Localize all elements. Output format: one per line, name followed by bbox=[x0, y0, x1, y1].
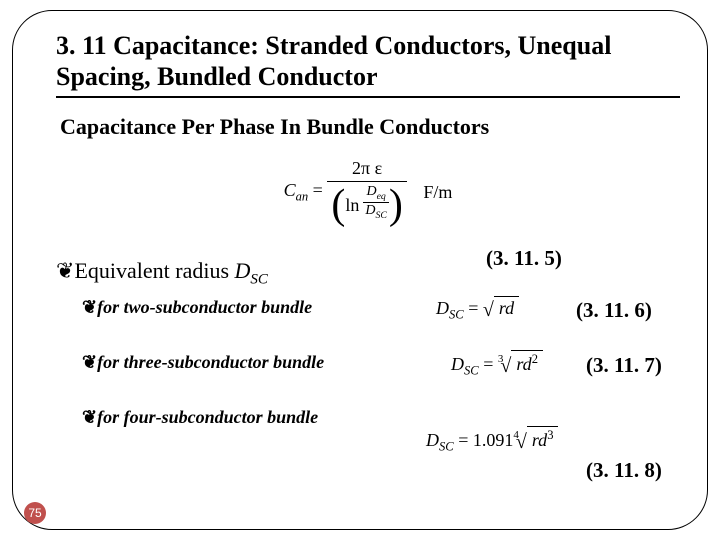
formula-main: Can = 2π ε ( ln Deq DSC ) F/m bbox=[56, 158, 680, 226]
sub3-label: for four-subconductor bundle bbox=[97, 407, 318, 427]
sub1-label: for two-subconductor bundle bbox=[97, 297, 312, 317]
formula-sub3: DSC = 1.0914√rd3 bbox=[426, 426, 558, 455]
unit: F/m bbox=[423, 182, 452, 202]
denominator: ( ln Deq DSC ) bbox=[327, 182, 407, 226]
left-bracket: ( bbox=[331, 184, 345, 226]
bullet-main: ❦Equivalent radius DSC bbox=[56, 258, 680, 288]
right-bracket: ) bbox=[389, 184, 403, 226]
bullet-glyph-3: ❦ bbox=[82, 407, 97, 427]
eqnum-3: (3. 11. 8) bbox=[586, 458, 662, 483]
bullet-var: D bbox=[235, 258, 251, 283]
bullet-var-sub: SC bbox=[250, 272, 268, 288]
bullet-glyph: ❦ bbox=[56, 258, 74, 283]
eqnum-main: (3. 11. 5) bbox=[486, 246, 562, 271]
eqnum-2: (3. 11. 7) bbox=[586, 353, 662, 378]
bullet-glyph-2: ❦ bbox=[82, 352, 97, 372]
bullet-glyph-1: ❦ bbox=[82, 297, 97, 317]
formula-main-row: Can = 2π ε ( ln Deq DSC ) F/m bbox=[56, 158, 680, 216]
sub2-label: for three-subconductor bundle bbox=[97, 352, 324, 372]
formula-sub1: DSC = √rd bbox=[436, 296, 519, 323]
eqnum-1: (3. 11. 6) bbox=[576, 298, 652, 323]
lhs-var: C bbox=[284, 181, 296, 201]
slide-subtitle: Capacitance Per Phase In Bundle Conducto… bbox=[60, 114, 680, 140]
equals: = bbox=[313, 181, 328, 201]
numerator: 2π ε bbox=[327, 158, 407, 182]
main-fraction: 2π ε ( ln Deq DSC ) bbox=[327, 158, 407, 226]
inner-frac: Deq DSC bbox=[363, 184, 389, 226]
page-number: 75 bbox=[24, 502, 46, 524]
ln: ln bbox=[345, 195, 359, 216]
formula-sub2: DSC = 3√rd2 bbox=[451, 350, 543, 379]
slide-content: 3. 11 Capacitance: Stranded Conductors, … bbox=[56, 30, 680, 428]
bullet-main-text: Equivalent radius bbox=[74, 258, 234, 283]
sub-bullet-3: ❦for four-subconductor bundle bbox=[82, 407, 680, 428]
lhs-sub: an bbox=[296, 190, 309, 204]
slide-title: 3. 11 Capacitance: Stranded Conductors, … bbox=[56, 30, 680, 98]
